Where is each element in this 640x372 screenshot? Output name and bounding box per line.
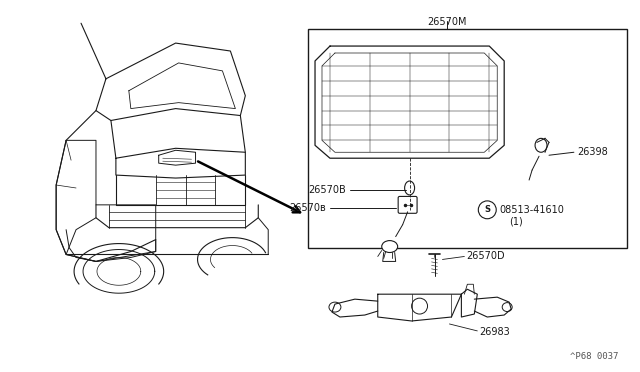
Text: 26398: 26398	[577, 147, 607, 157]
FancyBboxPatch shape	[398, 196, 417, 213]
Ellipse shape	[329, 302, 341, 312]
Text: (1): (1)	[509, 217, 523, 227]
Ellipse shape	[404, 181, 415, 195]
Text: 26983: 26983	[479, 327, 510, 337]
Text: ^P68 0037: ^P68 0037	[570, 352, 619, 361]
Text: 26570M: 26570M	[428, 17, 467, 27]
Bar	[308, 29, 627, 247]
Circle shape	[412, 298, 428, 314]
Ellipse shape	[381, 241, 397, 253]
Text: 26570B: 26570B	[308, 185, 346, 195]
Text: S: S	[484, 205, 490, 214]
Text: 26570в: 26570в	[289, 203, 326, 213]
Ellipse shape	[502, 303, 512, 312]
Text: 26570D: 26570D	[467, 251, 505, 262]
Text: 08513-41610: 08513-41610	[499, 205, 564, 215]
Ellipse shape	[535, 138, 547, 152]
